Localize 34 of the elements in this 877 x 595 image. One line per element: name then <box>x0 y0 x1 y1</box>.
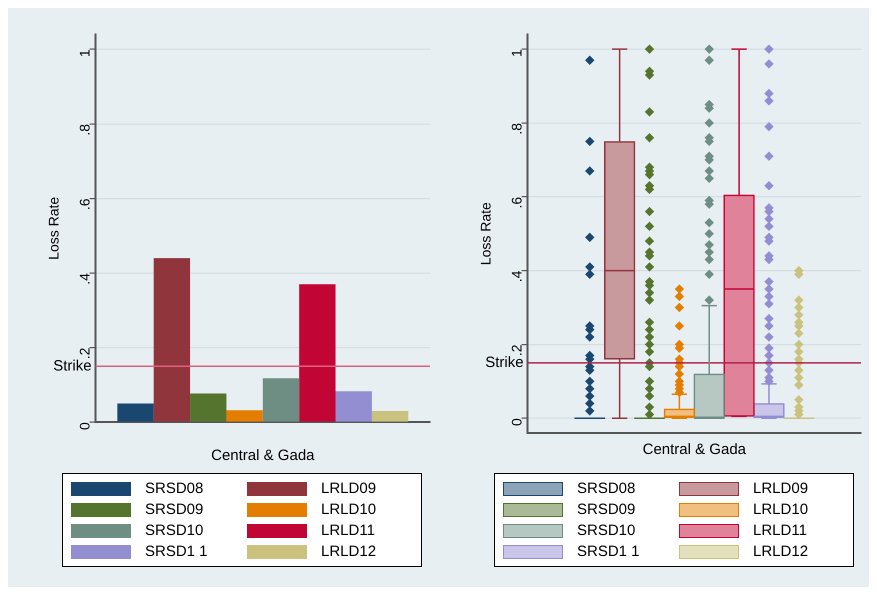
legend-label: SRSD10 <box>577 522 636 539</box>
legend-label: SRSD09 <box>145 501 204 518</box>
y-tick-label: .6 <box>508 196 524 208</box>
y-tick-label: 0 <box>76 422 92 430</box>
legend-label: LRLD12 <box>753 543 808 560</box>
legend-label: LRLD10 <box>321 501 376 518</box>
y-tick-label: 1 <box>508 48 524 57</box>
ref-line-label: Strike <box>485 354 524 372</box>
legend-label: LRLD11 <box>753 522 807 539</box>
y-tick-label: 0 <box>508 418 524 426</box>
y-tick-label: .2 <box>508 344 524 356</box>
y-axis-title: Loss Rate <box>477 202 494 266</box>
y-tick-label: .8 <box>76 124 92 136</box>
legend-label: SRSD08 <box>145 480 204 497</box>
y-tick-label: .6 <box>76 198 92 210</box>
y-axis-title: Loss Rate <box>45 196 62 260</box>
legend-label: SRSD10 <box>145 522 204 539</box>
legend-label: LRLD12 <box>321 543 376 560</box>
legend-label: SRSD1 1 <box>145 543 208 560</box>
y-tick-label: .4 <box>76 272 92 285</box>
legend-label: SRSD1 1 <box>577 543 640 560</box>
legend-label: LRLD09 <box>753 480 808 497</box>
y-tick-label: .8 <box>508 122 524 135</box>
x-axis-title: Central & Gada <box>211 447 316 464</box>
legend-label: LRLD09 <box>321 480 376 497</box>
legend-label: LRLD10 <box>753 501 808 518</box>
y-tick-label: .2 <box>76 347 92 360</box>
y-tick-label: 1 <box>76 49 92 58</box>
legend-label: LRLD11 <box>321 522 375 539</box>
x-axis-title: Central & Gada <box>642 441 747 458</box>
ref-line-label: Strike <box>53 357 92 374</box>
legend-label: SRSD09 <box>577 501 636 518</box>
legend-label: SRSD08 <box>577 480 636 497</box>
y-tick-label: .4 <box>508 270 524 282</box>
